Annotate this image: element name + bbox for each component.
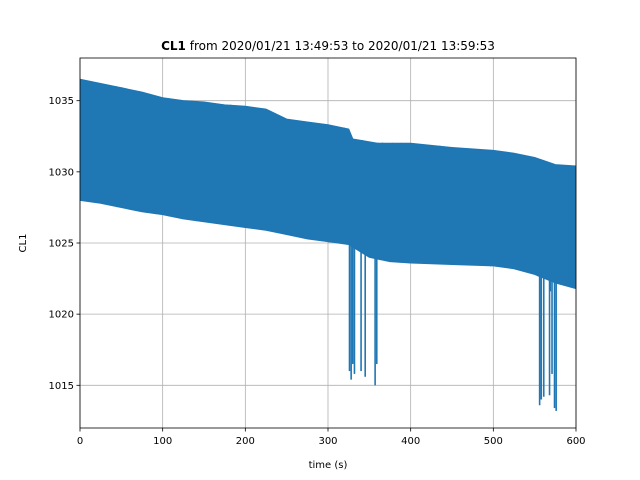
x-tick-label: 400 [401,436,420,447]
y-tick-label: 1035 [49,96,74,107]
y-tick-label: 1030 [49,167,74,178]
x-tick-label: 500 [484,436,503,447]
x-tick-label: 100 [153,436,172,447]
x-tick-label: 600 [566,436,585,447]
series-layer [80,78,576,411]
chart-title: CL1 from 2020/01/21 13:49:53 to 2020/01/… [161,39,495,53]
x-axis-label: time (s) [309,460,348,471]
x-tick-label: 200 [236,436,255,447]
x-tick-label: 0 [77,436,83,447]
y-tick-label: 1020 [49,310,74,321]
chart-title-rest: from 2020/01/21 13:49:53 to 2020/01/21 1… [186,39,495,53]
y-tick-label: 1015 [49,381,74,392]
y-axis-label: CL1 [18,234,29,253]
series-band [80,78,576,290]
x-axis-ticks: 0 100 200 300 400 500 600 [77,428,586,447]
chart-title-bold: CL1 [161,39,186,53]
y-tick-label: 1025 [49,239,74,250]
x-tick-label: 300 [318,436,337,447]
y-axis-ticks: 1015 1020 1025 1030 1035 [49,96,80,392]
series-group [80,78,576,411]
